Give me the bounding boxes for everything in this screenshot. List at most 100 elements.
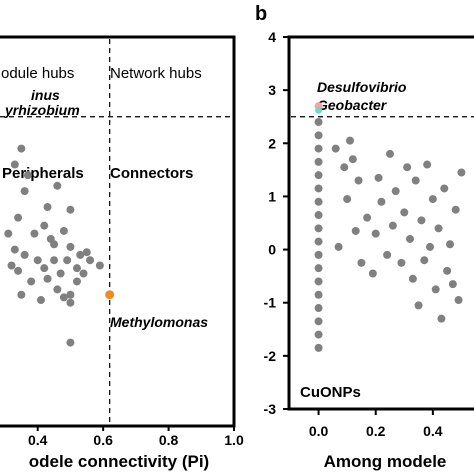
panel-a: odule hubs Network hubs Peripherals Conn… <box>0 35 244 471</box>
data-point <box>314 343 323 352</box>
data-point <box>348 155 357 164</box>
x-tick-label: 0.4 <box>28 432 48 448</box>
data-point <box>79 269 88 278</box>
data-point <box>446 240 454 249</box>
data-point <box>72 277 81 286</box>
panel-b-points <box>314 118 466 352</box>
data-point <box>46 234 55 243</box>
data-point <box>411 176 420 185</box>
data-point <box>443 266 452 275</box>
data-point <box>314 317 323 326</box>
data-point <box>377 197 386 206</box>
data-point <box>431 285 440 294</box>
data-point <box>314 330 323 339</box>
data-point <box>40 221 49 230</box>
data-point <box>40 264 49 273</box>
data-point <box>314 118 323 127</box>
data-point <box>50 256 59 265</box>
data-point <box>406 234 414 243</box>
data-point <box>426 242 434 251</box>
data-point <box>440 184 449 193</box>
x-tick-label: 0.0 <box>309 423 329 439</box>
data-point <box>314 197 323 206</box>
data-point <box>27 277 36 286</box>
data-point <box>314 184 323 193</box>
data-point <box>66 298 75 307</box>
taxon-label-yrhizobium: yrhizobium <box>4 102 80 118</box>
data-point <box>448 280 457 289</box>
y-tick-label: -2 <box>264 348 277 364</box>
taxon-label-geobacter: Geobacter <box>317 97 388 113</box>
data-point <box>386 149 394 158</box>
data-point <box>30 229 39 238</box>
y-tick-label: 0 <box>268 242 276 258</box>
data-point <box>314 144 323 153</box>
data-point <box>408 274 417 283</box>
data-point <box>43 274 52 283</box>
panel-b-x-ticks: 0.0 0.2 0.4 <box>309 409 443 439</box>
x-tick-label: 0.4 <box>423 423 443 439</box>
data-point <box>314 131 323 140</box>
treatment-label: CuONPs <box>300 384 361 401</box>
panel-b: b Desulfovibrio Geobacter CuONPs 4 3 2 1 0 -1… <box>255 3 474 471</box>
data-point <box>314 290 323 299</box>
data-point <box>7 261 16 270</box>
data-point <box>66 242 75 251</box>
data-point <box>72 264 81 273</box>
peripherals-label: Peripherals <box>2 165 84 182</box>
data-point <box>354 176 363 185</box>
data-point <box>403 163 412 172</box>
data-point <box>86 256 95 265</box>
data-point <box>397 258 406 267</box>
data-point <box>371 229 380 238</box>
data-point <box>314 224 323 233</box>
panel-a-x-axis-label: odele connectivity (Pi) <box>29 452 209 471</box>
panel-b-x-axis-label: Among modele <box>324 452 447 471</box>
data-point <box>314 157 323 166</box>
x-tick-label: 0.2 <box>366 423 386 439</box>
data-point <box>357 258 366 267</box>
panel-a-points <box>4 144 104 347</box>
data-point <box>66 205 75 214</box>
data-point <box>76 250 85 259</box>
data-point <box>17 144 26 153</box>
data-point <box>343 195 352 204</box>
data-point <box>4 229 13 238</box>
data-point <box>331 144 340 153</box>
taxon-label-inus: inus <box>31 87 60 103</box>
data-point <box>428 195 437 204</box>
data-point <box>334 242 343 251</box>
methylomonas-point <box>105 290 115 300</box>
data-point <box>14 213 23 222</box>
data-point <box>314 277 323 286</box>
taxon-label-desulfovibrio: Desulfovibrio <box>317 79 407 95</box>
data-point <box>346 136 354 145</box>
panel-b-letter: b <box>255 3 267 25</box>
data-point <box>314 171 323 180</box>
panel-a-plot-frame <box>0 35 236 428</box>
data-point <box>457 168 466 177</box>
data-point <box>368 269 377 278</box>
data-point <box>363 213 372 222</box>
y-tick-label: -1 <box>264 295 277 311</box>
data-point <box>63 256 72 265</box>
data-point <box>388 221 397 230</box>
data-point <box>66 338 75 347</box>
geobacter-point <box>315 106 323 114</box>
data-point <box>33 256 42 265</box>
data-point <box>314 211 323 220</box>
data-point <box>53 285 62 294</box>
panel-a-x-ticks: 0.4 0.6 0.8 1.0 <box>28 426 244 448</box>
y-tick-label: 1 <box>268 188 276 204</box>
data-point <box>59 226 68 235</box>
data-point <box>454 296 463 305</box>
data-point <box>14 266 23 275</box>
data-point <box>391 187 400 196</box>
data-point <box>314 264 323 273</box>
y-tick-label: 4 <box>268 29 276 45</box>
data-point <box>437 314 446 323</box>
connectors-label: Connectors <box>110 165 193 182</box>
data-point <box>314 304 323 313</box>
data-point <box>340 163 349 172</box>
